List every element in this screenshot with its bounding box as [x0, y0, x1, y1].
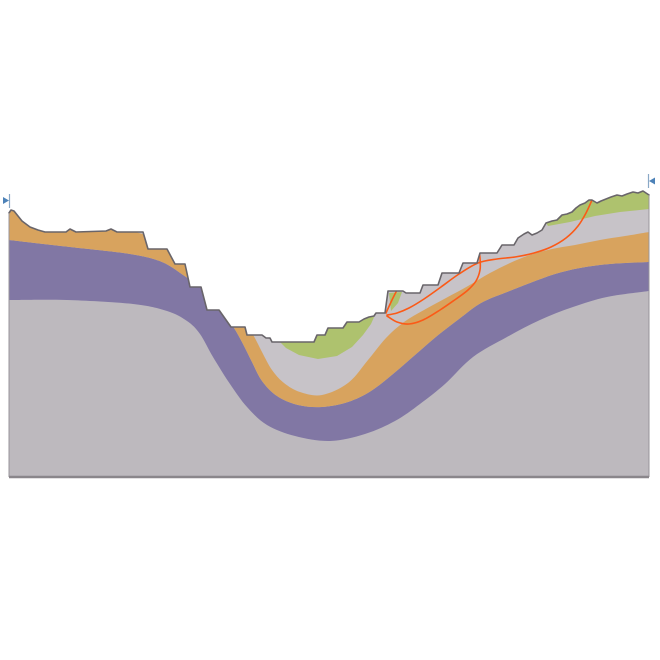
- green-core-lens: [280, 315, 375, 359]
- left-boundary-flag[interactable]: [3, 194, 11, 208]
- ground-surface-outline: [8, 190, 650, 343]
- left-boundary-flag-icon: [3, 197, 9, 204]
- strata-group: [9, 191, 649, 477]
- right-boundary-flag[interactable]: [647, 174, 656, 188]
- green-bench-wedge: [389, 292, 402, 311]
- bench-wedge-slip-line: [385, 289, 398, 314]
- green-cap-stratum: [546, 191, 649, 226]
- basement-gray-stratum: [9, 291, 649, 477]
- main-slip-surface: [386, 199, 593, 316]
- right-boundary-flag-icon: [649, 177, 655, 185]
- secondary-slip-surface: [386, 250, 482, 325]
- purple-stratum: [9, 240, 649, 442]
- tan-stratum: [9, 206, 649, 408]
